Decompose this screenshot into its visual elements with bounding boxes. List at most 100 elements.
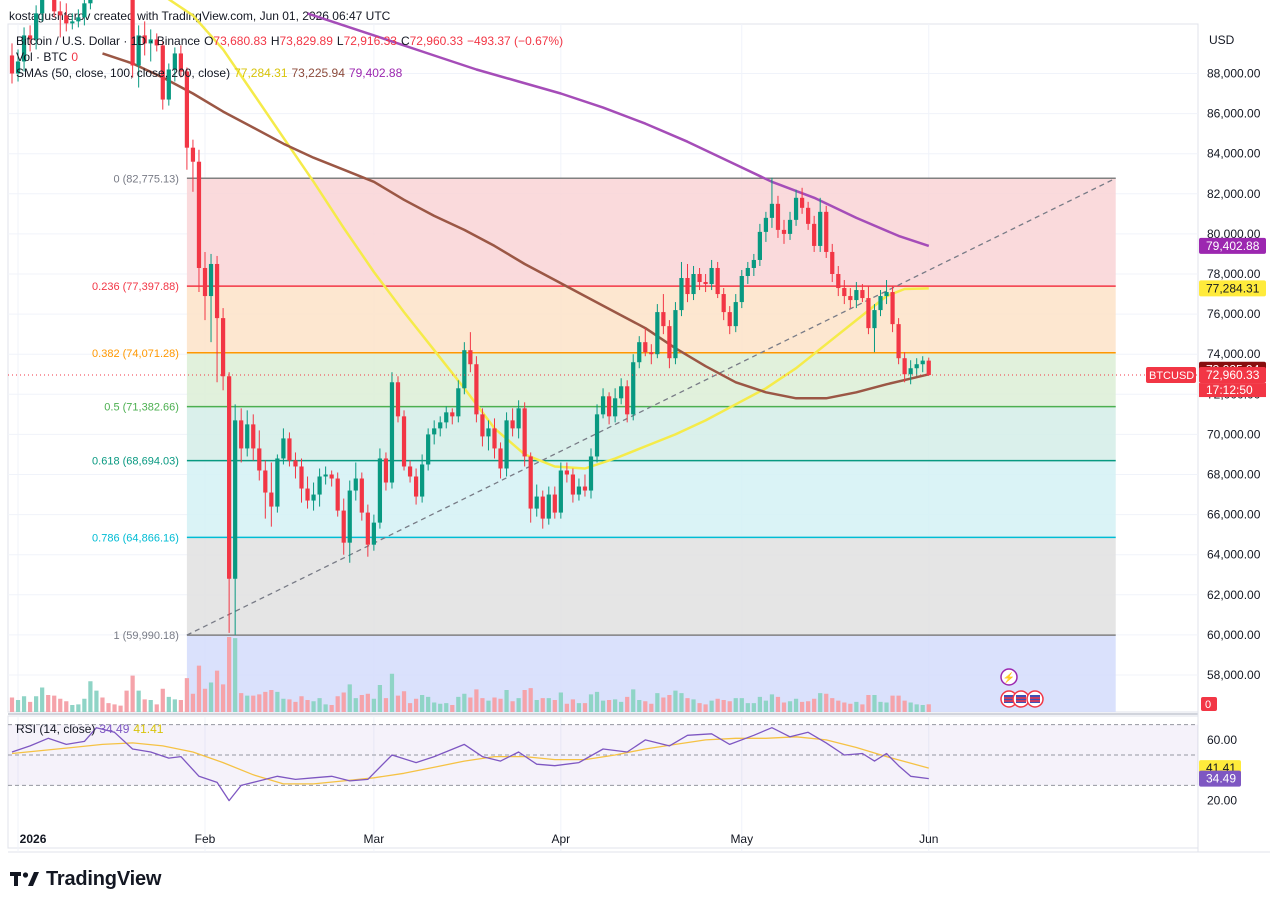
volume-bar xyxy=(492,697,497,712)
candle xyxy=(564,462,569,483)
candle xyxy=(812,215,817,252)
candle xyxy=(82,0,87,26)
volume-bar xyxy=(625,696,630,712)
volume-bar xyxy=(546,698,551,712)
dividend-icon xyxy=(1000,668,1018,686)
candle xyxy=(335,472,340,517)
candle-body xyxy=(383,458,389,483)
volume-bar xyxy=(52,695,57,712)
candle xyxy=(757,223,762,266)
fib-zone xyxy=(186,537,1116,636)
candle-body xyxy=(812,223,817,246)
flag-icon xyxy=(1030,695,1040,703)
candle-body xyxy=(196,161,202,268)
candle xyxy=(214,255,220,383)
volume-bar xyxy=(166,696,171,712)
candle-body xyxy=(896,324,901,359)
volume-bar xyxy=(154,704,159,712)
fib-level-label: 0.618 (68,694.03) xyxy=(92,456,179,468)
rsi-line xyxy=(11,727,929,802)
candle-body xyxy=(88,0,93,4)
volume-bar xyxy=(359,695,364,712)
volume-bar xyxy=(528,688,533,712)
price-badge-bg xyxy=(1199,280,1266,297)
volume-bar xyxy=(848,703,853,712)
candle-body xyxy=(263,470,268,493)
candle-body xyxy=(594,414,600,457)
candle xyxy=(787,211,793,240)
candle xyxy=(576,478,582,501)
candle xyxy=(227,372,232,633)
volume-bar xyxy=(920,705,925,712)
candle xyxy=(908,360,913,385)
candle-body xyxy=(52,0,57,12)
chart-caption: kostagushterov created with TradingView.… xyxy=(9,9,391,23)
flag-icon xyxy=(1016,695,1026,703)
candle-body xyxy=(172,53,177,70)
volume-bar xyxy=(619,701,624,712)
candle xyxy=(733,294,738,333)
candle xyxy=(691,265,696,301)
candle-body xyxy=(293,460,298,467)
volume-bar xyxy=(896,695,901,712)
volume-bar xyxy=(504,690,509,712)
rsi-tick-label: 60.00 xyxy=(1207,733,1237,747)
volume-bar xyxy=(775,696,781,712)
candle xyxy=(480,408,485,447)
candle xyxy=(413,468,419,505)
volume-bar xyxy=(263,691,268,712)
volume-bar xyxy=(106,703,111,712)
volume-bar xyxy=(389,673,395,712)
time-tick-label: Feb xyxy=(195,832,216,846)
candle xyxy=(878,290,883,317)
candle xyxy=(854,282,859,309)
fib-zone xyxy=(186,286,1116,353)
volume-bar xyxy=(420,695,425,712)
candle-body xyxy=(830,251,835,274)
candle xyxy=(420,454,425,503)
candle xyxy=(582,474,588,497)
candle-body xyxy=(570,474,576,495)
volume-bar xyxy=(329,705,334,712)
legend-sma200: 79,402.88 xyxy=(348,66,403,80)
candle xyxy=(830,243,835,283)
legend-high-label: H xyxy=(270,34,280,48)
candle-body xyxy=(613,398,618,417)
volume-bar xyxy=(245,695,250,712)
legend-sma50: 77,284.31 xyxy=(234,66,288,80)
volume-bar xyxy=(335,696,340,712)
candle xyxy=(836,265,841,297)
candle xyxy=(456,380,461,423)
candle-body xyxy=(576,486,582,495)
volume-bar xyxy=(251,695,256,712)
volume-bar xyxy=(347,684,352,712)
candle xyxy=(401,410,407,471)
legend-change: −493.37 (−0.67%) xyxy=(467,34,564,48)
candle-body xyxy=(522,408,527,457)
volume-bar xyxy=(438,703,443,712)
candle-body xyxy=(305,488,310,501)
candle xyxy=(606,392,612,425)
volume-bar xyxy=(806,701,811,712)
volume-bar xyxy=(124,690,129,712)
symbol-badge-bg xyxy=(1146,367,1196,384)
candle xyxy=(184,67,190,170)
candle xyxy=(890,286,895,333)
volume-bar xyxy=(178,700,183,712)
rsi-badge-label: 34.49 xyxy=(1206,772,1236,786)
legend-open-label: O xyxy=(204,34,214,48)
volume-bar xyxy=(745,703,750,712)
volume-bar xyxy=(709,700,714,712)
volume-bar xyxy=(172,699,177,712)
volume-bar xyxy=(878,701,883,712)
fib-level-label: 0.236 (77,397.88) xyxy=(92,281,179,293)
candle xyxy=(697,267,702,291)
sma100-line xyxy=(102,52,930,400)
candle-body xyxy=(836,274,841,289)
candle-body xyxy=(275,458,280,507)
volume-bar xyxy=(679,693,684,712)
candle-body xyxy=(582,486,588,491)
candle-body xyxy=(769,203,775,218)
candle xyxy=(872,304,877,353)
